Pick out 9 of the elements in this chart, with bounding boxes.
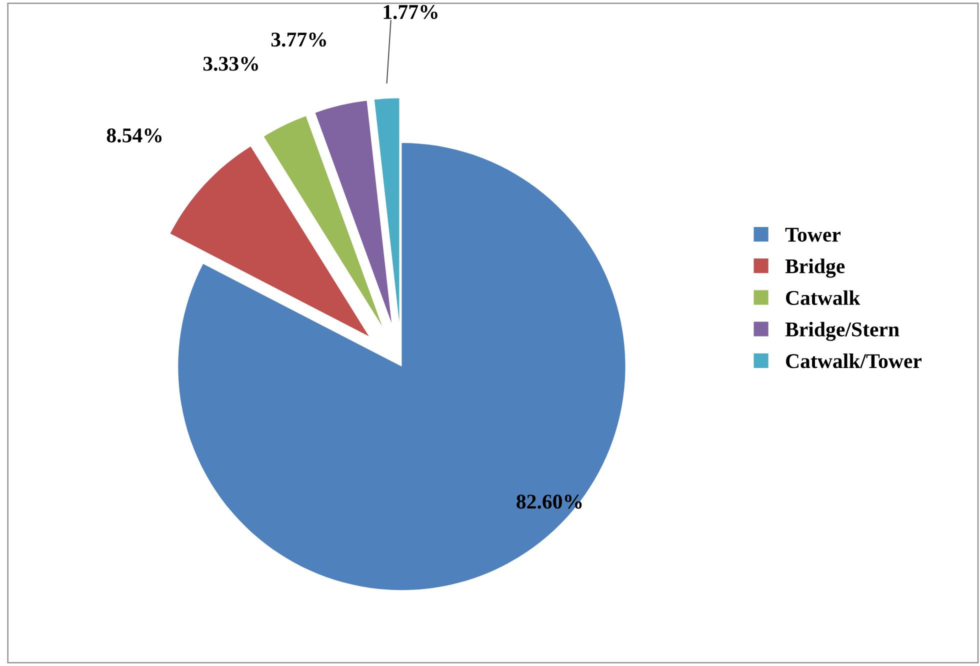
legend-label: Tower bbox=[785, 228, 840, 242]
legend-label: Bridge/Stern bbox=[785, 322, 900, 341]
data-label: 1.77% bbox=[384, 4, 438, 20]
data-label: 3.77% bbox=[271, 32, 326, 47]
data-label: 3.33% bbox=[203, 56, 258, 71]
data-label: 8.54% bbox=[106, 128, 162, 143]
legend-label: Catwalk bbox=[786, 290, 860, 305]
legend-label: Bridge bbox=[785, 258, 845, 278]
legend-label: Catwalk/Tower bbox=[786, 354, 922, 368]
